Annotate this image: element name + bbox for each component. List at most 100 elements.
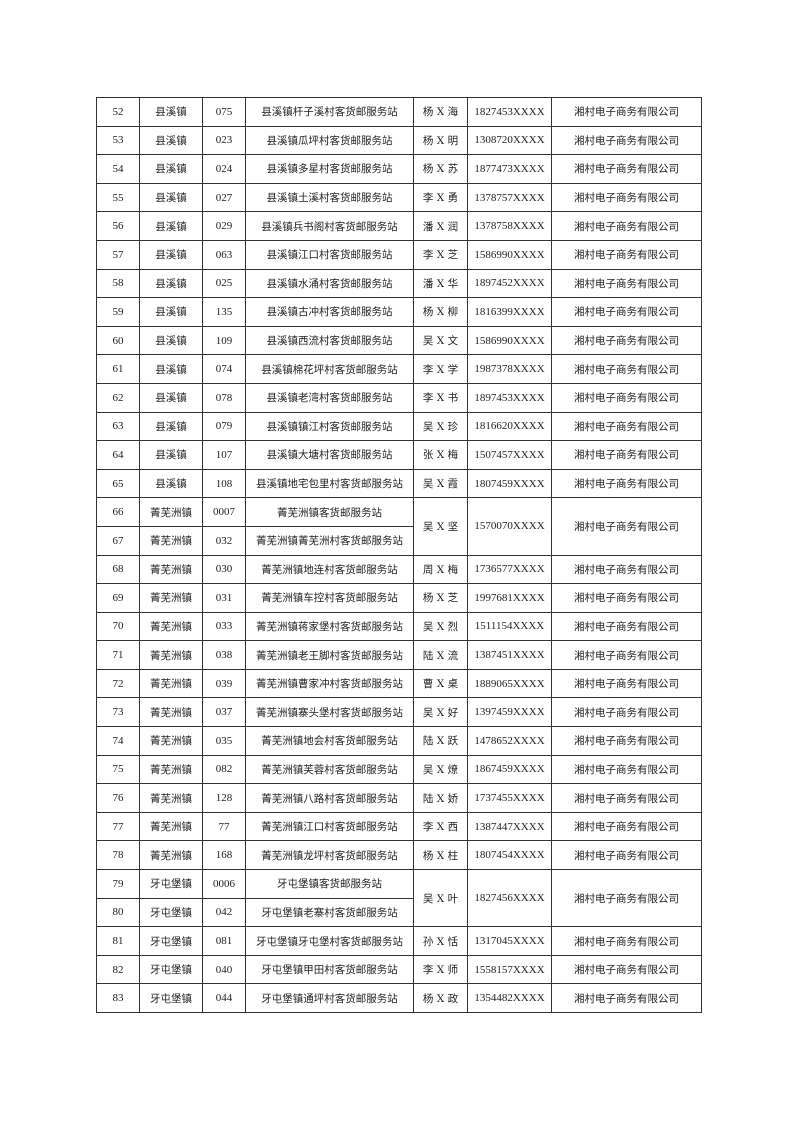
table-row: 73 菁芜洲镇 037 菁芜洲镇寨头堡村客货邮服务站吴 X 好 1397459XXXX 湘… [96,697,702,728]
station-name-cell: 县溪镇杆子溪村客货邮服务站 [245,97,414,127]
town-name-cell: 县溪镇 [139,440,203,470]
operating-company-cell: 湘村电子商务有限公司 [551,640,702,670]
contact-person-cell: 陆 X 流 [413,640,468,670]
station-name-cell: 菁芜洲镇江口村客货邮服务站 [245,811,414,842]
station-name-cell: 牙屯堡镇客货邮服务站 [245,869,414,899]
contact-person-cell: 吴 X 燎 [413,754,468,785]
table-row: 82 牙屯堡镇 040 牙屯堡镇甲田村客货邮服务站李 X 师 1558157XXXX 湘村… [96,954,702,985]
station-code-cell: 0006 [202,869,246,899]
table-row: 76 菁芜洲镇 128 菁芜洲镇八路村客货邮服务站陆 X 娇 1737455XXXX 湘村… [96,783,702,813]
station-name-cell: 县溪镇瓜坪村客货邮服务站 [245,125,414,156]
table-row: 64 县溪镇 107 县溪镇大塘村客货邮服务站张 X 梅 1507457XXXX 湘村电子… [96,440,702,470]
row-number-cell: 59 [96,297,140,327]
operating-company-cell: 湘村电子商务有限公司 [551,697,702,728]
contact-phone-cell: 1877473XXXX [467,154,552,184]
operating-company-cell: 湘村电子商务有限公司 [551,125,702,156]
row-number-cell: 69 [96,583,140,613]
town-name-cell: 菁芜洲镇 [139,726,203,756]
row-number-cell: 55 [96,182,140,213]
station-name-cell: 县溪镇西流村客货邮服务站 [245,325,414,356]
operating-company-cell: 湘村电子商务有限公司 [551,811,702,842]
table-row: 60 县溪镇 109 县溪镇西流村客货邮服务站吴 X 文 1586990XXXX 湘村电子… [96,325,702,356]
contact-person-cell: 李 X 西 [413,811,468,842]
station-code-cell: 024 [202,154,246,184]
contact-phone-cell: 1897452XXXX [467,268,552,299]
station-code-cell: 027 [202,182,246,213]
operating-company-cell: 湘村电子商务有限公司 [551,468,702,499]
station-code-cell: 108 [202,468,246,499]
contact-person-cell: 孙 X 恬 [413,926,468,956]
town-name-cell: 县溪镇 [139,382,203,413]
station-name-cell: 菁芜洲镇芙蓉村客货邮服务站 [245,754,414,785]
operating-company-cell: 湘村电子商务有限公司 [551,583,702,613]
town-name-cell: 牙屯堡镇 [139,869,203,899]
operating-company-cell: 湘村电子商务有限公司 [551,440,702,470]
row-number-cell: 71 [96,640,140,670]
contact-phone-cell: 1397459XXXX [467,697,552,728]
table-row: 66 菁芜洲镇 0007 菁芜洲镇客货邮服务站吴 X 坚 1570070XXXX 湘村电子… [96,497,702,556]
town-name-cell: 菁芜洲镇 [139,811,203,842]
table-row: 52 县溪镇 075 县溪镇杆子溪村客货邮服务站杨 X 海 1827453XXXX 湘村电… [96,97,702,127]
table-row: 58 县溪镇 025 县溪镇水涌村客货邮服务站潘 X 华 1897452XXXX 湘村电子… [96,268,702,299]
contact-person-cell: 李 X 书 [413,382,468,413]
table-row: 80 牙屯堡镇 042 牙屯堡镇老寨村客货邮服务站 [96,897,702,928]
row-number-cell: 53 [96,125,140,156]
operating-company-cell: 湘村电子商务有限公司 [551,325,702,356]
station-name-cell: 县溪镇土溪村客货邮服务站 [245,182,414,213]
operating-company-cell: 湘村电子商务有限公司 [551,239,702,270]
table-row: 57 县溪镇 063 县溪镇江口村客货邮服务站李 X 芝 1586990XXXX 湘村电子… [96,239,702,270]
contact-phone-cell: 1308720XXXX [467,125,552,156]
row-number-cell: 56 [96,211,140,241]
station-code-cell: 063 [202,239,246,270]
town-name-cell: 菁芜洲镇 [139,697,203,728]
contact-person-cell: 吴 X 烈 [413,611,468,642]
station-code-cell: 037 [202,697,246,728]
contact-phone-cell: 1507457XXXX [467,440,552,470]
station-code-cell: 0007 [202,497,246,527]
station-code-cell: 031 [202,583,246,613]
contact-phone-cell: 1807454XXXX [467,840,552,871]
station-name-cell: 菁芜洲镇车控村客货邮服务站 [245,583,414,613]
row-number-cell: 80 [96,897,140,928]
row-number-cell: 63 [96,411,140,442]
station-name-cell: 牙屯堡镇通坪村客货邮服务站 [245,983,414,1013]
row-number-cell: 54 [96,154,140,184]
contact-person-cell: 陆 X 跃 [413,726,468,756]
contact-person-cell: 周 X 梅 [413,554,468,585]
operating-company-cell: 湘村电子商务有限公司 [551,97,702,127]
operating-company-cell: 湘村电子商务有限公司 [551,154,702,184]
row-number-cell: 73 [96,697,140,728]
contact-person-cell: 潘 X 华 [413,268,468,299]
town-name-cell: 县溪镇 [139,354,203,384]
table-row: 75 菁芜洲镇 082 菁芜洲镇芙蓉村客货邮服务站吴 X 燎 1867459XXXX 湘村… [96,754,702,785]
station-code-cell: 033 [202,611,246,642]
contact-phone-cell: 1586990XXXX [467,325,552,356]
table-row: 83 牙屯堡镇 044 牙屯堡镇通坪村客货邮服务站杨 X 政 1354482XXXX 湘村… [96,983,702,1013]
table-row: 54 县溪镇 024 县溪镇多星村客货邮服务站杨 X 苏 1877473XXXX 湘村电子… [96,154,702,184]
station-code-cell: 168 [202,840,246,871]
station-name-cell: 菁芜洲镇老王脚村客货邮服务站 [245,640,414,670]
table-row: 55 县溪镇 027 县溪镇土溪村客货邮服务站李 X 勇 1378757XXXX 湘村电子… [96,182,702,213]
contact-phone-cell: 1997681XXXX [467,583,552,613]
operating-company-cell: 湘村电子商务有限公司 [551,211,702,241]
station-name-cell: 菁芜洲镇菁芜洲村客货邮服务站 [245,525,414,556]
contact-phone-cell: 1816620XXXX [467,411,552,442]
station-code-cell: 082 [202,754,246,785]
contact-person-cell: 吴 X 文 [413,325,468,356]
row-number-cell: 57 [96,239,140,270]
row-number-cell: 66 [96,497,140,527]
contact-phone-cell: 1889065XXXX [467,668,552,699]
table-row: 69 菁芜洲镇 031 菁芜洲镇车控村客货邮服务站杨 X 芝 1997681XXXX 湘村… [96,583,702,613]
row-number-cell: 83 [96,983,140,1013]
station-name-cell: 菁芜洲镇蒋家堡村客货邮服务站 [245,611,414,642]
contact-phone-cell: 1987378XXXX [467,354,552,384]
table-row: 79 牙屯堡镇 0006 牙屯堡镇客货邮服务站吴 X 叶 1827456XXXX 湘村电子… [96,869,702,928]
station-name-cell: 县溪镇地宅包里村客货邮服务站 [245,468,414,499]
contact-person-cell: 吴 X 坚 [413,497,468,556]
contact-person-cell: 曹 X 桌 [413,668,468,699]
station-name-cell: 菁芜洲镇地连村客货邮服务站 [245,554,414,585]
town-name-cell: 菁芜洲镇 [139,668,203,699]
station-code-cell: 035 [202,726,246,756]
contact-phone-cell: 1478652XXXX [467,726,552,756]
operating-company-cell: 湘村电子商务有限公司 [551,382,702,413]
